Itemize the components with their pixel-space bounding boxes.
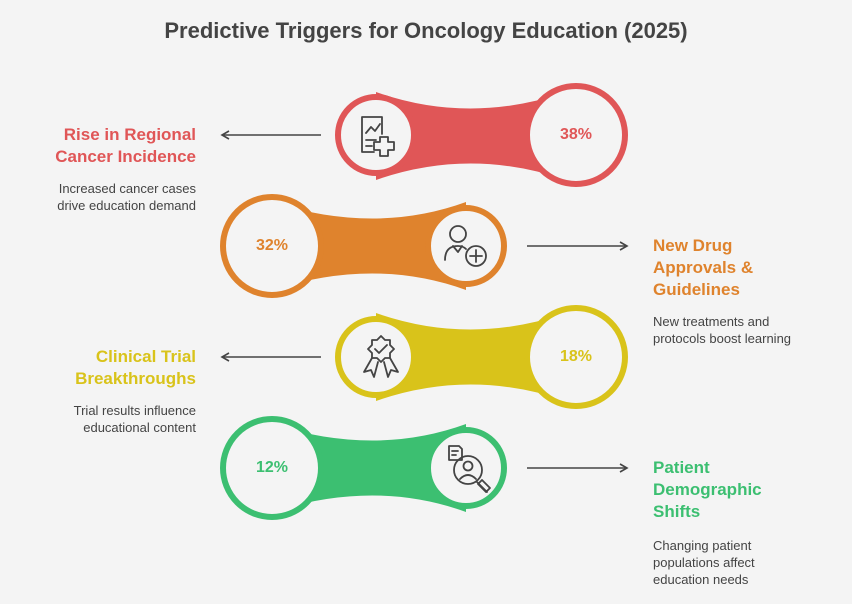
document-plus-icon	[361, 116, 395, 157]
trigger-1-shape	[335, 83, 628, 187]
trigger-1-label: Rise in Regional Cancer Incidence	[55, 125, 196, 166]
trigger-2-percent: 32%	[255, 237, 289, 254]
doctor-plus-icon	[444, 225, 487, 267]
trigger-4-label: Patient Demographic Shifts	[653, 458, 762, 521]
trigger-1-description: Increased cancer cases drive education d…	[57, 181, 196, 213]
trigger-1-percent: 38%	[559, 126, 593, 143]
trigger-2-description: New treatments and protocols boost learn…	[653, 314, 792, 346]
trigger-2-percent-circle	[220, 194, 324, 298]
trigger-1-icon-circle	[335, 94, 417, 176]
trigger-2-shape	[220, 194, 507, 298]
trigger-2-connector	[272, 202, 466, 290]
trigger-4-percent-circle	[220, 416, 324, 520]
trigger-2-icon-circle	[425, 205, 507, 287]
trigger-3-label: Clinical Trial Breakthroughs	[75, 347, 196, 388]
trigger-4-description: Changing patient populations affect educ…	[653, 538, 755, 587]
trigger-3-connector	[376, 313, 566, 401]
page-title: Predictive Triggers for Oncology Educati…	[164, 18, 688, 43]
award-badge-icon	[363, 335, 399, 378]
trigger-2-label: New Drug Approvals & Guidelines	[653, 236, 754, 299]
trigger-4-percent: 12%	[255, 459, 289, 476]
patient-profile-icon	[448, 445, 491, 493]
trigger-1-connector	[376, 92, 566, 180]
trigger-3-percent: 18%	[559, 348, 593, 365]
trigger-3-shape	[335, 305, 628, 409]
trigger-1-percent-circle	[524, 83, 628, 187]
trigger-3-description: Trial results influence educational cont…	[73, 403, 196, 435]
trigger-4-shape	[220, 416, 507, 520]
trigger-4-icon-circle	[425, 427, 507, 509]
trigger-4-connector	[272, 424, 466, 512]
trigger-3-percent-circle	[524, 305, 628, 409]
trigger-3-icon-circle	[335, 316, 417, 398]
